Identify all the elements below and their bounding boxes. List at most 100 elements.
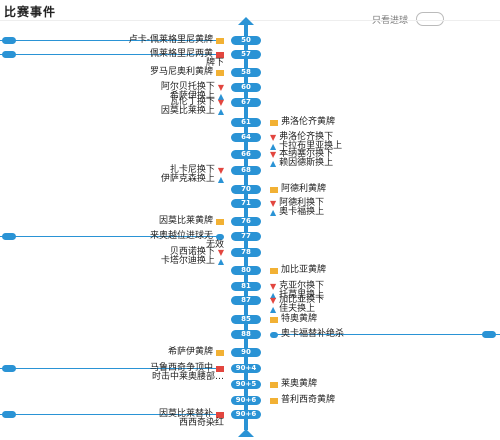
event-line: ▲ 卡拉布里亚换上 xyxy=(270,142,342,152)
match-event[interactable]: 莱奥黄牌 xyxy=(270,380,317,389)
sub-out-arrow-icon: ▼ xyxy=(270,133,277,142)
event-text: 普利西奇黄牌 xyxy=(281,395,336,405)
event-text: 阿尔贝托换下 xyxy=(160,82,215,92)
match-event[interactable]: 佩莱格里尼两黄 牌下 xyxy=(150,50,224,68)
event-text: 奥卡福换上 xyxy=(279,207,325,217)
event-text: 因莫比莱换上 xyxy=(160,106,215,116)
event-text: 希萨伊黄牌 xyxy=(167,347,213,357)
event-line: 希萨伊黄牌 xyxy=(168,348,224,357)
match-event[interactable]: 扎卡尼换下 ▼ 伊萨克森换上 ▲ xyxy=(160,166,224,185)
event-line: 扎卡尼换下 ▼ xyxy=(161,166,224,176)
event-line: 普利西奇黄牌 xyxy=(270,396,335,405)
event-line: ▼ 加比亚换下 xyxy=(270,295,325,306)
match-event[interactable]: ▼ 克亚尔换下 ▲ 托莫里换上 xyxy=(270,282,324,301)
event-line: 牌下 xyxy=(150,59,224,68)
yellow-card-icon xyxy=(216,69,224,76)
yellow-card-icon xyxy=(270,397,278,404)
yellow-card-icon xyxy=(216,218,224,225)
red-card-icon xyxy=(216,411,224,418)
event-line: 西西奇染红 xyxy=(159,419,224,428)
minute-marker: 90 xyxy=(231,348,261,357)
event-text: 希萨伊换上 xyxy=(169,91,215,101)
minute-marker: 61 xyxy=(231,118,261,127)
match-event[interactable]: 来奥越位进球无 无效 xyxy=(150,232,224,250)
event-text: 弗洛伦齐黄牌 xyxy=(281,117,336,127)
highlight-line xyxy=(0,414,222,415)
sub-in-arrow-icon: ▲ xyxy=(217,92,224,101)
match-event[interactable]: 加比亚黄牌 xyxy=(270,266,326,275)
highlight-connector xyxy=(0,232,222,241)
match-event[interactable]: 阿尔贝托换下 ▼ 希萨伊换上 ▲ xyxy=(160,82,224,102)
event-line: 特奥黄牌 xyxy=(270,315,317,324)
minute-marker: 90+5 xyxy=(231,380,261,389)
match-event[interactable]: 因莫比莱替补 西西奇染红 xyxy=(159,410,224,428)
match-event[interactable]: 特奥黄牌 xyxy=(270,315,317,324)
minute-marker: 80 xyxy=(231,266,261,275)
match-event[interactable]: ▼ 本纳塞尔换下 ▲ 赖因德斯换上 xyxy=(270,149,334,169)
event-text: 阿德利换下 xyxy=(279,198,325,208)
event-text: 阿德利黄牌 xyxy=(281,184,327,194)
sub-in-arrow-icon: ▲ xyxy=(270,159,277,168)
sub-in-arrow-icon: ▲ xyxy=(270,305,277,314)
page-title: 比赛事件 xyxy=(4,5,57,19)
event-line: 瓦伦丁换下 ▼ xyxy=(161,98,224,108)
yellow-card-icon xyxy=(270,267,278,274)
highlight-connector xyxy=(0,50,222,59)
match-event[interactable]: 弗洛伦齐黄牌 xyxy=(270,118,335,127)
highlight-pill-icon xyxy=(2,37,16,44)
event-text: 弗洛伦齐换下 xyxy=(279,132,334,142)
event-text: 加比亚换下 xyxy=(279,295,325,305)
match-event[interactable]: ▼ 弗洛伦齐换下 ▲ 卡拉布里亚换上 xyxy=(270,132,342,152)
red-card-icon xyxy=(216,365,224,372)
match-event[interactable]: ▼ 阿德利换下 ▲ 奥卡福换上 xyxy=(270,198,325,218)
minute-marker: 77 xyxy=(231,232,261,241)
match-event[interactable]: 卢卡-佩莱格里尼黄牌 xyxy=(129,36,224,45)
event-text: 奥卡福替补绝杀 xyxy=(281,329,345,339)
minute-marker: 88 xyxy=(231,330,261,339)
event-text: 因莫比莱替补 xyxy=(158,409,213,419)
event-line: 无效 xyxy=(150,241,224,250)
event-text: 卡塔尔迪换上 xyxy=(160,256,215,266)
yellow-card-icon xyxy=(216,349,224,356)
event-line: ▼ 本纳塞尔换下 xyxy=(270,149,334,160)
highlight-connector xyxy=(0,364,222,373)
match-event[interactable]: 奥卡福替补绝杀 xyxy=(270,330,344,339)
match-event[interactable]: 阿德利黄牌 xyxy=(270,185,326,194)
match-event[interactable]: 罗马尼奥利黄牌 xyxy=(150,68,224,77)
yellow-card-icon xyxy=(270,119,278,126)
highlight-pill-icon xyxy=(2,365,16,372)
highlight-connector xyxy=(0,410,222,419)
sub-out-arrow-icon: ▼ xyxy=(270,282,277,291)
match-event[interactable]: 瓦伦丁换下 ▼ 因莫比莱换上 ▲ xyxy=(160,98,224,117)
event-line: ▼ 阿德利换下 xyxy=(270,198,325,209)
event-text: 伊萨克森换上 xyxy=(160,174,215,184)
event-line: 来奥越位进球无 xyxy=(150,232,224,241)
goals-only-toggle[interactable] xyxy=(416,12,445,26)
event-text: 赖因德斯换上 xyxy=(279,158,334,168)
event-line: 阿德利黄牌 xyxy=(270,185,326,194)
highlight-line xyxy=(0,236,222,237)
event-text: 因莫比莱黄牌 xyxy=(158,216,213,226)
event-text: 加比亚黄牌 xyxy=(281,265,327,275)
match-event[interactable]: 贝西诺换下 ▼ 卡塔尔迪换上 ▲ xyxy=(160,248,224,267)
highlight-line xyxy=(0,368,222,369)
match-event[interactable]: ▼ 加比亚换下 ▲ 佳夫换上 xyxy=(270,295,325,315)
timeline-axis xyxy=(244,22,248,430)
event-text: 佩莱格里尼两黄 xyxy=(149,49,213,59)
minute-marker: 68 xyxy=(231,166,261,175)
event-line: ▲ 佳夫换上 xyxy=(270,304,324,315)
goals-only-filter[interactable]: 只看进球 xyxy=(372,12,445,26)
event-text: 本纳塞尔换下 xyxy=(279,149,334,159)
highlight-pill-icon xyxy=(482,331,496,338)
event-line: ▲ 托莫里换上 xyxy=(270,291,324,301)
sub-in-arrow-icon: ▲ xyxy=(217,257,224,266)
event-text: 佳夫换上 xyxy=(279,304,316,314)
match-event[interactable]: 普利西奇黄牌 xyxy=(270,396,335,405)
match-event[interactable]: 希萨伊黄牌 xyxy=(168,348,224,357)
event-line: 加比亚黄牌 xyxy=(270,266,326,275)
highlight-pill-icon xyxy=(2,51,16,58)
match-event[interactable]: 因莫比莱黄牌 xyxy=(159,217,224,226)
event-line: 卡塔尔迪换上 ▲ xyxy=(160,256,224,267)
event-line: ▲ 奥卡福换上 xyxy=(270,207,325,218)
match-event[interactable]: 马鲁西奇争顶中 时击中莱奥腰部… xyxy=(150,364,224,382)
